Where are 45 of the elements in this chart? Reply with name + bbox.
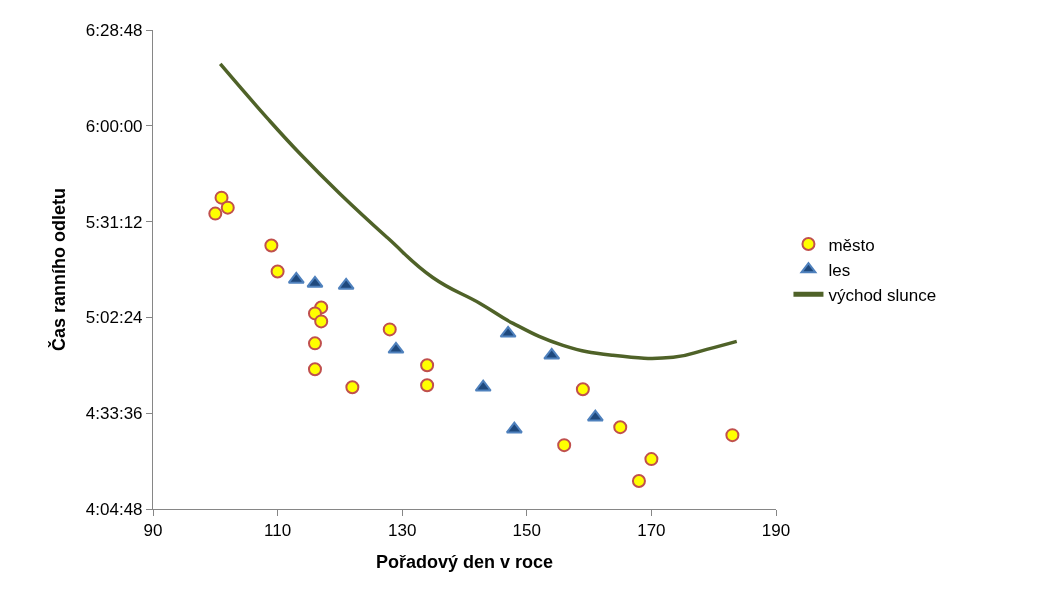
x-tick-label: 110 bbox=[264, 521, 292, 541]
line-series bbox=[218, 62, 739, 361]
x-tick-label: 90 bbox=[143, 521, 163, 541]
point bbox=[270, 264, 285, 279]
y-axis-title: Čas ranního odletu bbox=[48, 187, 70, 352]
y-tick-label: 5:31:12 bbox=[85, 212, 143, 232]
point bbox=[345, 380, 360, 395]
point bbox=[314, 314, 329, 329]
y-tick-label: 6:00:00 bbox=[85, 116, 143, 136]
point bbox=[557, 438, 572, 453]
x-tick-label: 170 bbox=[637, 521, 666, 541]
point bbox=[631, 474, 646, 489]
point bbox=[613, 420, 628, 435]
point bbox=[474, 379, 492, 392]
y-tick-label: 5:02:24 bbox=[85, 308, 143, 328]
point bbox=[214, 190, 229, 205]
legend-label: východ slunce bbox=[828, 285, 937, 305]
point bbox=[387, 341, 405, 354]
point bbox=[337, 277, 355, 290]
point bbox=[307, 362, 322, 377]
point bbox=[499, 325, 517, 338]
point bbox=[644, 452, 659, 467]
point bbox=[586, 409, 604, 422]
y-tick-label: 6:28:48 bbox=[85, 20, 143, 40]
y-tick-label: 4:04:48 bbox=[85, 499, 143, 519]
x-axis-title: Pořadový den v roce bbox=[375, 551, 554, 572]
legend-label: město bbox=[828, 235, 875, 255]
point bbox=[420, 378, 435, 393]
point bbox=[220, 200, 235, 215]
point bbox=[543, 347, 561, 360]
point bbox=[575, 382, 590, 397]
point bbox=[287, 271, 305, 284]
point bbox=[208, 206, 223, 221]
x-tick-label: 190 bbox=[761, 521, 791, 541]
point bbox=[505, 421, 523, 434]
x-tick-label: 130 bbox=[388, 521, 417, 541]
point bbox=[307, 336, 322, 351]
y-tick-label: 4:33:36 bbox=[85, 404, 143, 424]
legend-label: les bbox=[828, 260, 851, 280]
point bbox=[306, 275, 324, 288]
point bbox=[725, 428, 740, 443]
point bbox=[382, 322, 397, 337]
x-tick-label: 150 bbox=[512, 521, 541, 541]
point bbox=[420, 358, 435, 373]
point bbox=[264, 238, 279, 253]
